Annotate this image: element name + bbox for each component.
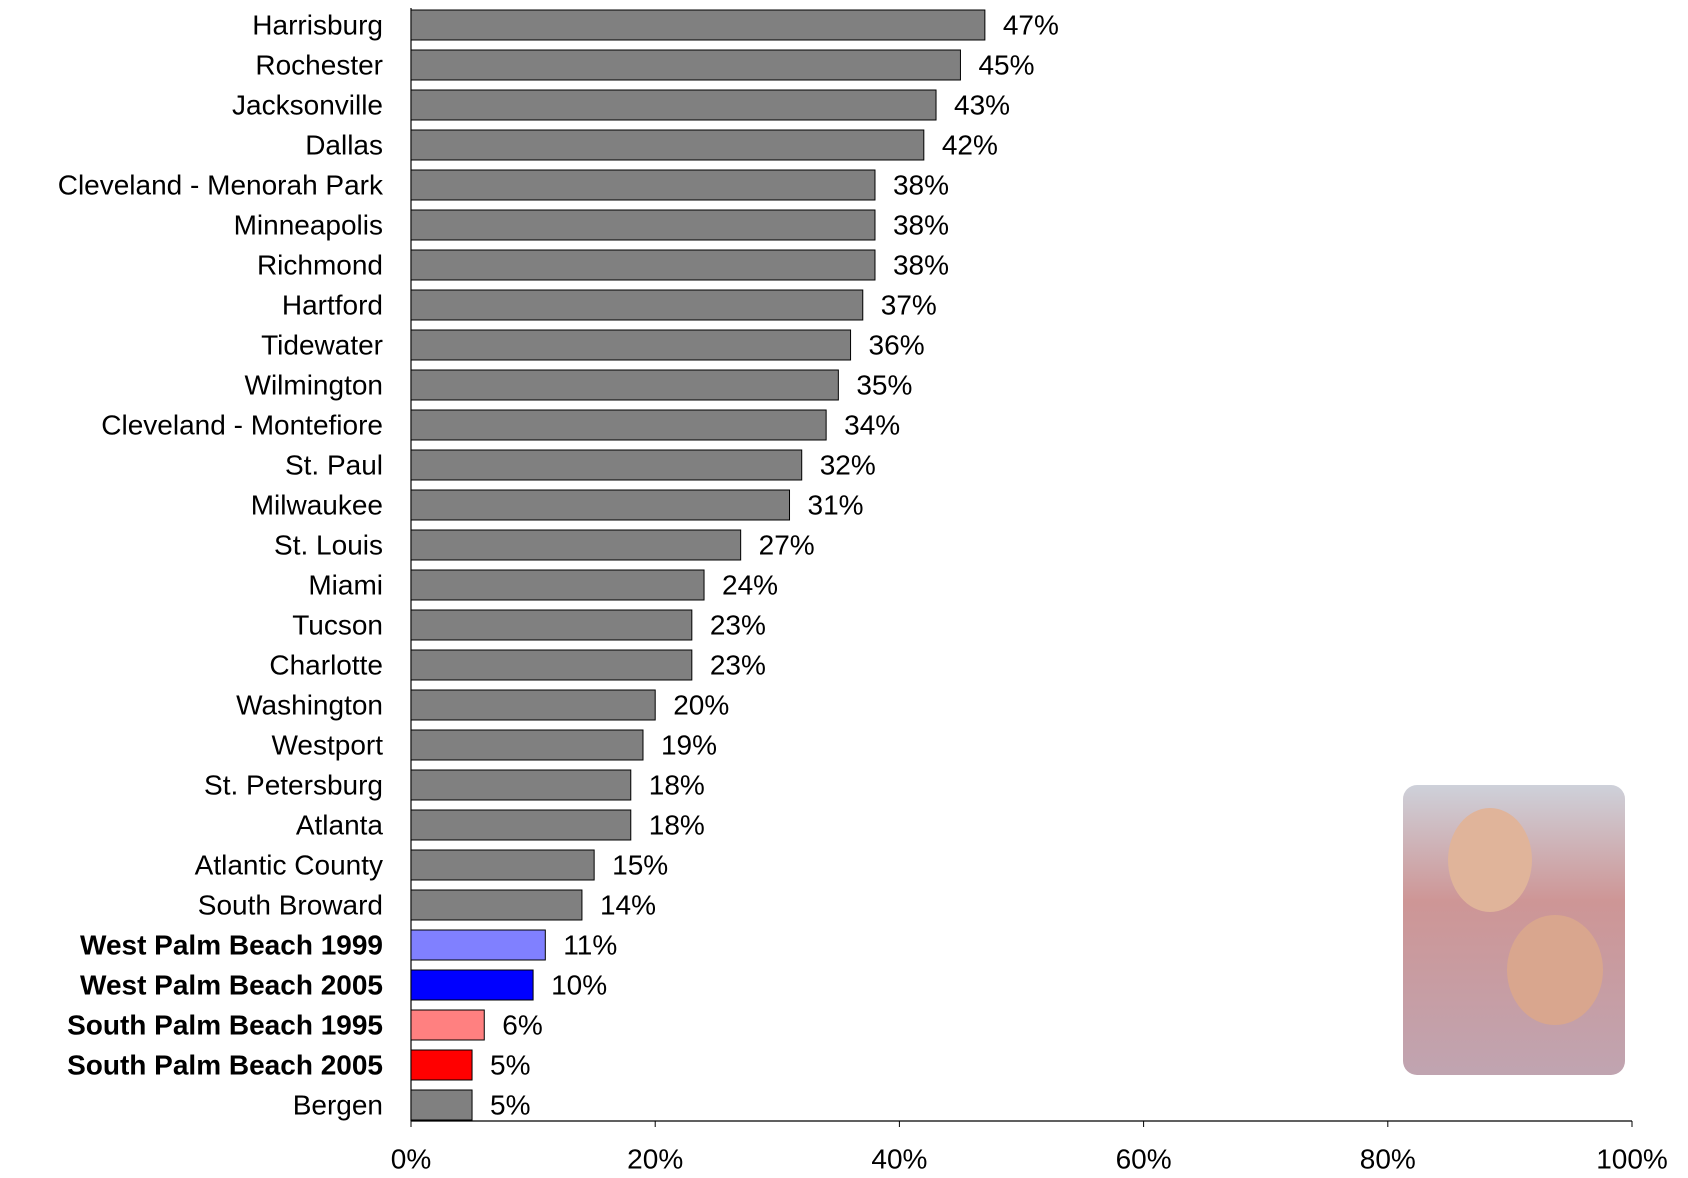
data-label: 10%: [551, 969, 607, 1000]
x-tick-label: 80%: [1360, 1143, 1416, 1174]
data-label: 23%: [710, 609, 766, 640]
y-tick-label: Miami: [308, 569, 383, 600]
x-tick-label: 60%: [1116, 1143, 1172, 1174]
bar: [410, 769, 632, 801]
bar: [410, 569, 705, 601]
y-tick-label: Wilmington: [245, 369, 383, 400]
y-tick-label: Milwaukee: [251, 489, 383, 520]
bar: [410, 1089, 473, 1121]
bar: [410, 849, 595, 881]
bar: [410, 649, 693, 681]
x-tick-label: 40%: [871, 1143, 927, 1174]
y-tick-label: Harrisburg: [252, 9, 383, 40]
bar: [410, 209, 876, 241]
y-tick-label: Tucson: [292, 609, 383, 640]
y-tick-label: Dallas: [305, 129, 383, 160]
y-tick-label: Washington: [236, 689, 383, 720]
bar: [410, 49, 961, 81]
bar: [410, 129, 925, 161]
bar: [410, 9, 986, 41]
bar: [410, 609, 693, 641]
data-label: 19%: [661, 729, 717, 760]
y-tick-label: St. Petersburg: [204, 769, 383, 800]
y-tick-label: Hartford: [282, 289, 383, 320]
bar: [410, 329, 852, 361]
y-tick-label: South Palm Beach 2005: [67, 1049, 383, 1080]
data-label: 38%: [893, 209, 949, 240]
data-label: 34%: [844, 409, 900, 440]
bar: [410, 449, 803, 481]
y-tick-label: South Palm Beach 1995: [67, 1009, 383, 1040]
y-tick-label: Richmond: [257, 249, 383, 280]
data-label: 18%: [649, 809, 705, 840]
data-label: 35%: [856, 369, 912, 400]
bar: [410, 929, 546, 961]
data-label: 24%: [722, 569, 778, 600]
data-label: 36%: [869, 329, 925, 360]
x-tick-label: 0%: [391, 1143, 431, 1174]
x-tick-label: 100%: [1596, 1143, 1668, 1174]
bar: [410, 889, 583, 921]
bar: [410, 89, 937, 121]
y-tick-label: St. Louis: [274, 529, 383, 560]
y-tick-label: South Broward: [198, 889, 383, 920]
data-label: 14%: [600, 889, 656, 920]
bar: [410, 529, 742, 561]
data-label: 11%: [563, 929, 617, 960]
y-tick-label: Cleveland - Montefiore: [101, 409, 383, 440]
data-label: 43%: [954, 89, 1010, 120]
data-label: 42%: [942, 129, 998, 160]
y-tick-label: Tidewater: [261, 329, 383, 360]
data-label: 31%: [808, 489, 864, 520]
data-label: 15%: [612, 849, 668, 880]
x-tick-label: 20%: [627, 1143, 683, 1174]
y-tick-label: Westport: [271, 729, 383, 760]
y-tick-label: Atlanta: [296, 809, 384, 840]
data-label: 38%: [893, 169, 949, 200]
data-label: 38%: [893, 249, 949, 280]
y-tick-label: St. Paul: [285, 449, 383, 480]
data-label: 45%: [978, 49, 1034, 80]
data-label: 5%: [490, 1049, 530, 1080]
bar: [410, 809, 632, 841]
y-tick-label: Bergen: [293, 1089, 383, 1120]
y-tick-label: Minneapolis: [234, 209, 383, 240]
bar: [410, 249, 876, 281]
data-label: 23%: [710, 649, 766, 680]
data-label: 5%: [490, 1089, 530, 1120]
bar: [410, 369, 839, 401]
y-tick-label: Cleveland - Menorah Park: [58, 169, 384, 200]
data-label: 20%: [673, 689, 729, 720]
bar: [410, 1049, 473, 1081]
bar: [410, 729, 644, 761]
data-label: 32%: [820, 449, 876, 480]
bar: [410, 489, 791, 521]
bar: [410, 289, 864, 321]
y-tick-label: West Palm Beach 2005: [80, 969, 383, 1000]
data-label: 18%: [649, 769, 705, 800]
y-tick-label: Rochester: [255, 49, 383, 80]
photo-face: [1448, 808, 1532, 912]
bar: [410, 409, 827, 441]
y-tick-label: Jacksonville: [232, 89, 383, 120]
data-label: 6%: [502, 1009, 542, 1040]
data-label: 37%: [881, 289, 937, 320]
photo-face: [1507, 915, 1603, 1025]
bar: [410, 689, 656, 721]
y-tick-label: Charlotte: [269, 649, 383, 680]
data-label: 47%: [1003, 9, 1059, 40]
bar: [410, 1009, 485, 1041]
y-tick-label: West Palm Beach 1999: [80, 929, 383, 960]
data-label: 27%: [759, 529, 815, 560]
bar: [410, 969, 534, 1001]
bar: [410, 169, 876, 201]
y-tick-label: Atlantic County: [195, 849, 383, 880]
